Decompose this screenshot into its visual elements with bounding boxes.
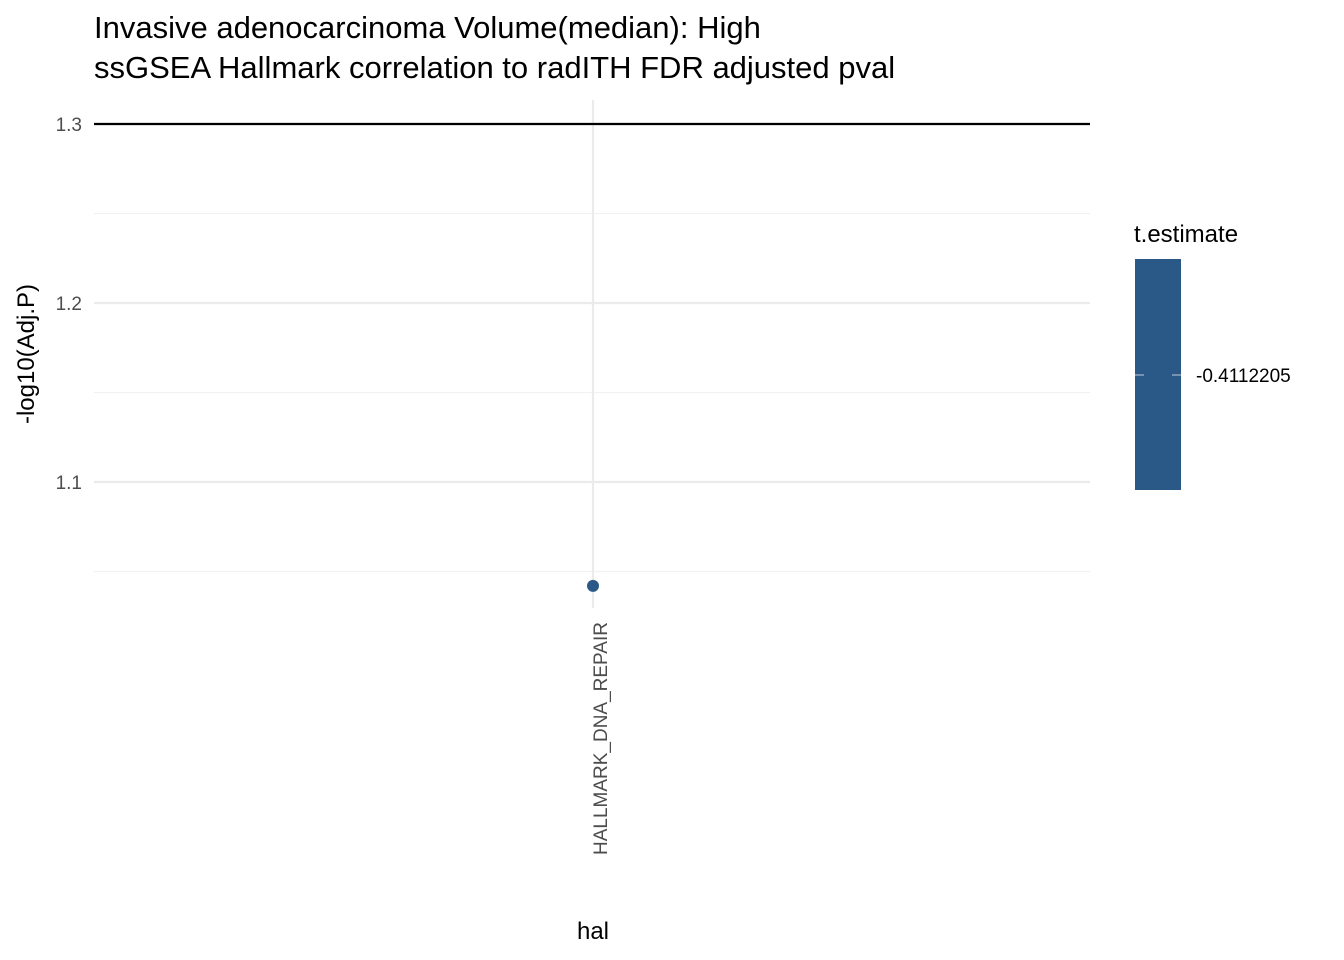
point-layer [587,579,599,592]
x-axis-title: hal [577,918,609,945]
legend: t.estimate -0.4112205 [1134,221,1291,490]
chart-subtitle: ssGSEA Hallmark correlation to radITH FD… [94,50,895,85]
grid-layer [94,100,1090,608]
y-tick-label: 1.2 [56,294,82,315]
y-tick-labels: 1.1 1.2 1.3 [56,115,82,494]
chart-title: Invasive adenocarcinoma Volume(median): … [94,10,761,45]
y-axis-title: -log10(Adj.P) [13,284,40,424]
legend-label: -0.4112205 [1196,366,1291,387]
legend-title: t.estimate [1134,221,1238,248]
x-tick-labels: HALLMARK_DNA_REPAIR [591,622,612,855]
y-tick-label: 1.1 [56,473,82,494]
x-tick-label: HALLMARK_DNA_REPAIR [591,622,612,855]
data-point [587,579,599,592]
y-tick-label: 1.3 [56,115,82,136]
